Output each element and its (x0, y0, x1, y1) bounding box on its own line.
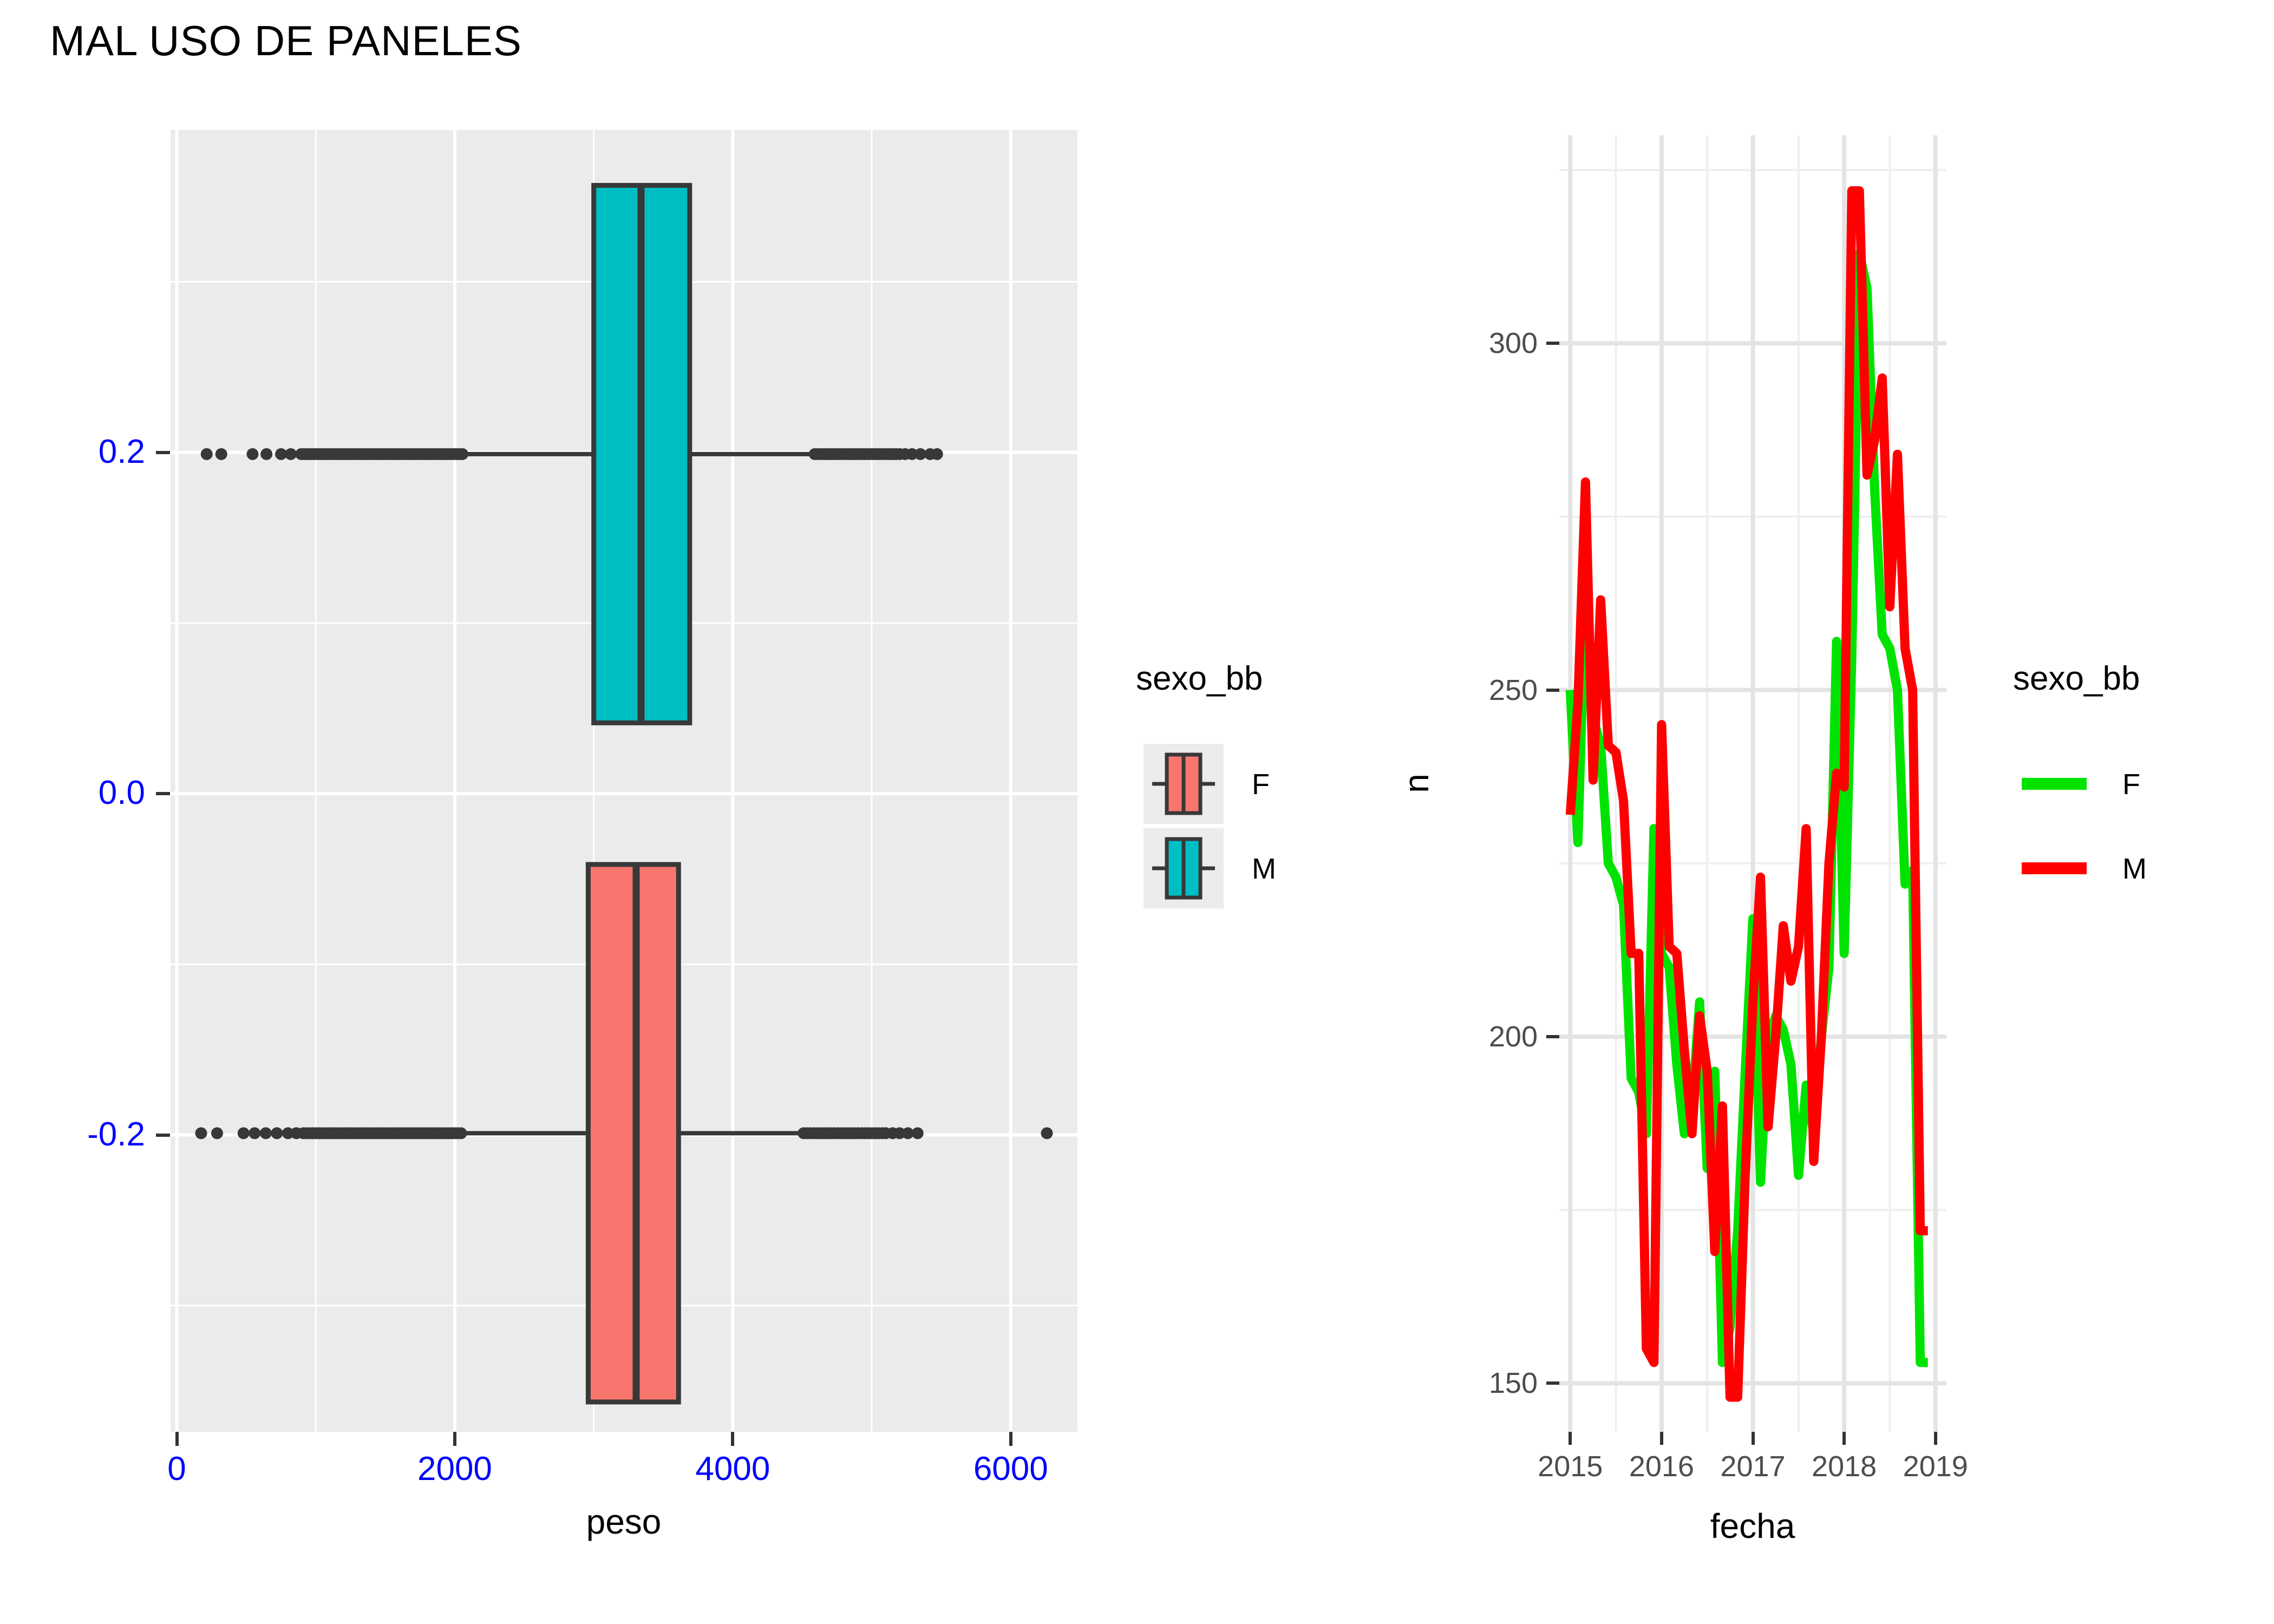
x-tick-label: 2015 (1538, 1450, 1603, 1483)
outlier-point-M (285, 448, 297, 460)
outlier-point-M (893, 448, 906, 460)
y-tick-mark (156, 1133, 170, 1137)
y-tick-mark (1546, 688, 1559, 692)
x-tick-label: 2000 (417, 1450, 492, 1488)
y-tick-label: 0.0 (98, 774, 145, 812)
legend-label-F: F (1252, 768, 1270, 801)
x-axis-title-fecha: fecha (1710, 1507, 1795, 1546)
x-tick-mark (175, 1432, 179, 1446)
outlier-point-F (237, 1127, 250, 1140)
x-tick-label: 2016 (1629, 1450, 1694, 1483)
x-tick-mark (453, 1432, 456, 1446)
y-tick-mark (1546, 1034, 1559, 1038)
outlier-point-M (906, 448, 918, 460)
legend-key-M (1143, 828, 1224, 908)
y-tick-mark (156, 450, 170, 454)
x-tick-label: 6000 (973, 1450, 1048, 1488)
legend-swatch-F (2022, 778, 2087, 790)
line-panel (1559, 135, 1946, 1432)
legend-key-glyph-M (1152, 837, 1215, 900)
outlier-point-M (215, 448, 227, 460)
outlier-point-M (914, 448, 926, 460)
x-tick-mark (1659, 1432, 1663, 1445)
x-tick-label: 2018 (1812, 1450, 1877, 1483)
legend-title-left: sexo_bb (1136, 660, 1263, 697)
x-tick-label: 2017 (1720, 1450, 1786, 1483)
y-tick-label: -0.2 (87, 1115, 145, 1153)
y-tick-mark (156, 792, 170, 796)
y-tick-mark (1546, 1381, 1559, 1385)
outlier-point-F (1041, 1127, 1053, 1140)
legend-title-right: sexo_bb (2013, 660, 2140, 697)
x-tick-mark (1569, 1432, 1572, 1445)
outlier-point-F (271, 1127, 283, 1140)
outlier-point-F (879, 1127, 892, 1140)
y-tick-label: 0.2 (98, 433, 145, 470)
x-tick-label: 4000 (695, 1450, 770, 1488)
outlier-point-F (249, 1127, 261, 1140)
y-tick-label: 200 (1488, 1020, 1538, 1053)
x-tick-mark (731, 1432, 735, 1446)
x-tick-mark (1933, 1432, 1937, 1445)
y-tick-mark (1546, 342, 1559, 345)
outlier-point-F (195, 1127, 207, 1140)
line-series-M (1565, 186, 1928, 1402)
x-tick-mark (1751, 1432, 1755, 1445)
outlier-point-F (282, 1127, 294, 1140)
outlier-point-F (901, 1127, 914, 1140)
x-tick-label: 2019 (1903, 1450, 1968, 1483)
legend-swatch-M (2022, 862, 2087, 874)
x-tick-mark (1009, 1432, 1012, 1446)
outlier-point-F (893, 1127, 906, 1140)
legend-label-F: F (2122, 768, 2140, 801)
outlier-point-M (456, 448, 469, 460)
y-axis-title-n: n (1396, 774, 1436, 793)
outlier-point-M (275, 448, 287, 460)
legend-label-M: M (1252, 853, 1276, 885)
outlier-point-F (259, 1127, 272, 1140)
y-tick-label: 300 (1488, 327, 1538, 360)
x-tick-mark (1842, 1432, 1846, 1445)
legend-key-F (1143, 744, 1224, 824)
page-title: MAL USO DE PANELES (50, 17, 522, 64)
y-tick-label: 250 (1488, 673, 1538, 706)
legend-label-M: M (2122, 853, 2147, 885)
outlier-point-M (200, 448, 213, 460)
x-tick-label: 0 (167, 1450, 186, 1488)
outlier-point-M (931, 448, 943, 460)
boxplot-panel (171, 130, 1077, 1432)
x-axis-title-peso: peso (586, 1502, 662, 1541)
legend-key-glyph-F (1152, 752, 1215, 815)
outlier-point-F (911, 1127, 924, 1140)
y-tick-label: 150 (1488, 1367, 1538, 1400)
outlier-point-M (260, 448, 273, 460)
outlier-point-F (211, 1127, 223, 1140)
outlier-point-M (246, 448, 259, 460)
outlier-point-F (455, 1127, 467, 1140)
